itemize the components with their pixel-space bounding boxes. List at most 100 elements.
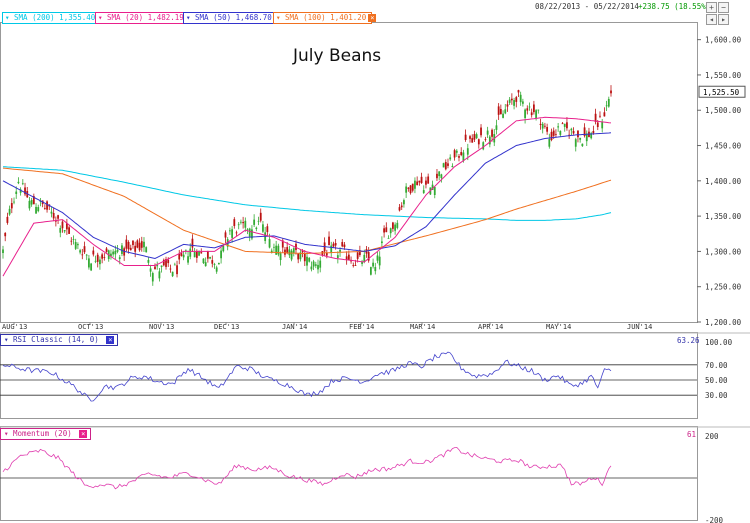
y-tick-label: 1,300.00 bbox=[705, 247, 742, 256]
candle-body bbox=[530, 112, 533, 116]
candle-body bbox=[568, 134, 571, 136]
candle-body bbox=[422, 190, 425, 193]
candle-body bbox=[110, 253, 112, 257]
pan-left-icon[interactable]: ◂ bbox=[706, 14, 717, 25]
indicator-collapse-icon[interactable]: ▾ bbox=[276, 13, 281, 22]
momentum-close-icon[interactable]: × bbox=[79, 430, 88, 438]
candle-body bbox=[592, 131, 595, 134]
candle-body bbox=[403, 200, 405, 205]
candle-body bbox=[158, 271, 161, 279]
x-tick-label: AUG'13 bbox=[2, 323, 27, 331]
candle-body bbox=[477, 139, 480, 145]
candle-body bbox=[486, 130, 489, 135]
candle-body bbox=[532, 104, 535, 113]
last-price-label: 1,525.50 bbox=[703, 88, 740, 97]
candle-body bbox=[495, 125, 498, 130]
candle-body bbox=[299, 252, 302, 260]
zoom-in-icon[interactable]: + bbox=[706, 2, 717, 13]
momentum-collapse-icon[interactable]: ▾ bbox=[4, 429, 9, 438]
candle-body bbox=[332, 243, 335, 247]
indicator-collapse-icon[interactable]: ▾ bbox=[186, 13, 191, 22]
candle-body bbox=[204, 262, 207, 267]
momentum-line bbox=[2, 446, 612, 490]
candle-body bbox=[585, 133, 588, 142]
indicator-collapse-icon[interactable]: ▾ bbox=[5, 13, 10, 22]
candle-body bbox=[173, 264, 176, 266]
candle-body bbox=[235, 232, 238, 234]
candle-body bbox=[347, 254, 350, 260]
sma-20-line bbox=[2, 116, 612, 277]
candle-body bbox=[224, 232, 227, 238]
candle-body bbox=[572, 131, 575, 134]
candle-body bbox=[367, 252, 370, 261]
candle-body bbox=[96, 254, 99, 262]
candle-body bbox=[557, 126, 560, 128]
y-tick-label: 1,550.00 bbox=[705, 71, 742, 80]
candle-body bbox=[116, 249, 119, 252]
candle-body bbox=[330, 245, 333, 253]
candle-body bbox=[35, 206, 37, 214]
indicator-legend-item[interactable]: ▾ SMA (100) 1,401.20 × bbox=[273, 12, 377, 24]
candle-body bbox=[473, 134, 476, 140]
candle-body bbox=[312, 261, 315, 267]
candle-body bbox=[504, 109, 507, 114]
indicator-legend-item[interactable]: ▾ SMA (50) 1,468.70× bbox=[183, 12, 282, 24]
candle-body bbox=[178, 254, 181, 260]
candle-body bbox=[497, 106, 500, 115]
candle-body bbox=[94, 260, 97, 262]
candle-body bbox=[209, 256, 211, 259]
candle-body bbox=[563, 123, 566, 127]
candle-body bbox=[140, 241, 143, 248]
candle-body bbox=[13, 201, 15, 203]
pan-right-icon[interactable]: ▸ bbox=[718, 14, 729, 25]
candle-body bbox=[17, 181, 20, 184]
candle-body bbox=[537, 109, 540, 111]
candle-body bbox=[466, 148, 469, 155]
candle-body bbox=[524, 109, 526, 119]
candle-body bbox=[292, 248, 295, 254]
rsi-close-icon[interactable]: × bbox=[106, 336, 115, 344]
candle-body bbox=[440, 174, 443, 179]
candle-body bbox=[162, 259, 165, 266]
candle-body bbox=[24, 187, 26, 195]
candle-body bbox=[392, 222, 394, 229]
candle-body bbox=[603, 112, 606, 117]
indicator-label: SMA (100) 1,401.20 bbox=[280, 13, 367, 22]
candle-body bbox=[79, 250, 82, 253]
candle-body bbox=[431, 184, 434, 191]
candle-body bbox=[32, 196, 35, 205]
x-tick-label: NOV'13 bbox=[149, 323, 174, 331]
candle-body bbox=[400, 205, 403, 208]
candle-body bbox=[182, 254, 185, 258]
indicator-label: SMA (20) 1,482.19 bbox=[102, 13, 184, 22]
candle-body bbox=[99, 259, 101, 265]
candle-body bbox=[372, 262, 374, 267]
candle-body bbox=[297, 253, 300, 260]
candle-body bbox=[376, 255, 379, 261]
zoom-out-icon[interactable]: − bbox=[718, 2, 729, 13]
candle-body bbox=[484, 139, 487, 141]
y-tick-label: 1,450.00 bbox=[705, 142, 742, 151]
candle-body bbox=[550, 131, 553, 141]
candle-body bbox=[418, 180, 421, 183]
candle-body bbox=[314, 264, 317, 266]
candle-body bbox=[242, 222, 245, 224]
x-tick-label: DEC'13 bbox=[214, 323, 239, 331]
candle-body bbox=[339, 249, 341, 252]
candle-body bbox=[464, 134, 467, 141]
candle-body bbox=[136, 240, 139, 248]
indicator-legend-item[interactable]: ▾ SMA (200) 1,355.40× bbox=[2, 12, 106, 24]
indicator-collapse-icon[interactable]: ▾ bbox=[98, 13, 103, 22]
rsi-collapse-icon[interactable]: ▾ bbox=[4, 335, 9, 344]
candle-body bbox=[361, 261, 363, 264]
candle-body bbox=[248, 228, 251, 237]
candle-body bbox=[240, 221, 242, 223]
indicator-legend-item[interactable]: ▾ SMA (20) 1,482.19× bbox=[95, 12, 194, 24]
candle-body bbox=[374, 267, 377, 272]
candle-body bbox=[39, 201, 42, 202]
rsi-tick-label: 30.00 bbox=[705, 391, 728, 400]
candle-body bbox=[610, 90, 612, 94]
candle-body bbox=[68, 227, 70, 234]
candle-body bbox=[436, 173, 438, 179]
indicator-close-icon[interactable]: × bbox=[368, 14, 377, 22]
